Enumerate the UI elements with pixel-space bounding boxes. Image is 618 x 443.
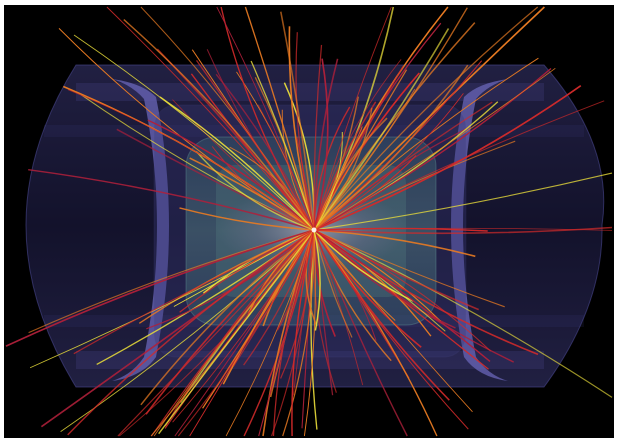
particle-track xyxy=(305,229,318,327)
particle-track xyxy=(179,207,315,231)
particle-track xyxy=(271,229,315,437)
particle-track xyxy=(179,229,315,313)
particle-track xyxy=(313,6,392,231)
particle-track xyxy=(313,229,408,437)
particle-track xyxy=(123,19,315,231)
particle-track xyxy=(303,229,316,437)
particle-track xyxy=(313,227,613,231)
particle-track xyxy=(313,106,351,231)
particle-track xyxy=(67,89,315,231)
particle-track xyxy=(73,34,315,231)
particle-track xyxy=(313,100,605,231)
particle-track xyxy=(313,229,489,370)
particle-track xyxy=(313,229,450,401)
event-display-viewport xyxy=(4,5,614,438)
particle-track xyxy=(153,229,315,437)
particle-track xyxy=(313,85,582,231)
particle-track xyxy=(116,128,315,231)
particle-track xyxy=(247,229,315,316)
particle-track xyxy=(215,73,315,231)
particle-track xyxy=(313,229,473,413)
particle-track xyxy=(158,229,315,435)
particle-track xyxy=(313,229,396,321)
particle-track xyxy=(313,64,469,231)
detector-scene xyxy=(5,6,613,437)
particle-track xyxy=(272,229,315,437)
particle-track xyxy=(244,6,315,231)
particle-track xyxy=(296,137,315,231)
particle-tracks xyxy=(5,6,613,437)
particle-track xyxy=(195,150,315,231)
particle-track xyxy=(313,28,450,231)
particle-track xyxy=(313,229,491,352)
particle-track xyxy=(313,229,438,437)
particle-track xyxy=(313,67,556,231)
particle-track xyxy=(220,6,315,231)
particle-track xyxy=(288,26,315,231)
particle-track xyxy=(5,229,315,347)
particle-track xyxy=(313,6,539,231)
particle-track xyxy=(313,101,377,231)
particle-track xyxy=(172,229,315,423)
right-end-cap xyxy=(451,79,508,381)
left-end-cap xyxy=(112,79,169,381)
particle-track xyxy=(313,229,321,331)
particle-track xyxy=(250,60,315,231)
particle-track xyxy=(172,99,315,231)
particle-track xyxy=(313,229,505,308)
particle-track xyxy=(67,229,315,436)
particle-track xyxy=(313,128,363,231)
particle-track xyxy=(313,6,395,231)
particle-track xyxy=(159,96,315,231)
particle-track xyxy=(280,11,315,231)
particle-track xyxy=(313,229,334,396)
particle-track xyxy=(313,7,468,231)
particle-track xyxy=(313,229,514,363)
particle-track xyxy=(313,229,480,311)
particle-track xyxy=(216,6,315,231)
particle-track xyxy=(313,58,329,231)
particle-track xyxy=(195,60,315,231)
particle-track xyxy=(177,229,315,437)
particle-track xyxy=(313,229,539,356)
particle-track xyxy=(295,32,315,231)
particle-track xyxy=(313,172,613,231)
particle-track xyxy=(138,229,315,324)
particle-track xyxy=(189,157,315,231)
particle-track xyxy=(164,229,315,429)
particle-track xyxy=(313,229,613,398)
particle-track xyxy=(29,229,315,369)
collision-vertex xyxy=(311,227,317,233)
particle-track xyxy=(313,93,464,231)
particle-track xyxy=(282,229,315,437)
particle-track xyxy=(313,229,414,302)
particle-track xyxy=(313,229,491,362)
particle-track xyxy=(40,229,315,428)
particle-track xyxy=(28,168,315,231)
particle-track xyxy=(313,44,323,231)
particle-track xyxy=(147,119,315,231)
particle-track xyxy=(313,57,539,231)
particle-track xyxy=(291,229,315,437)
